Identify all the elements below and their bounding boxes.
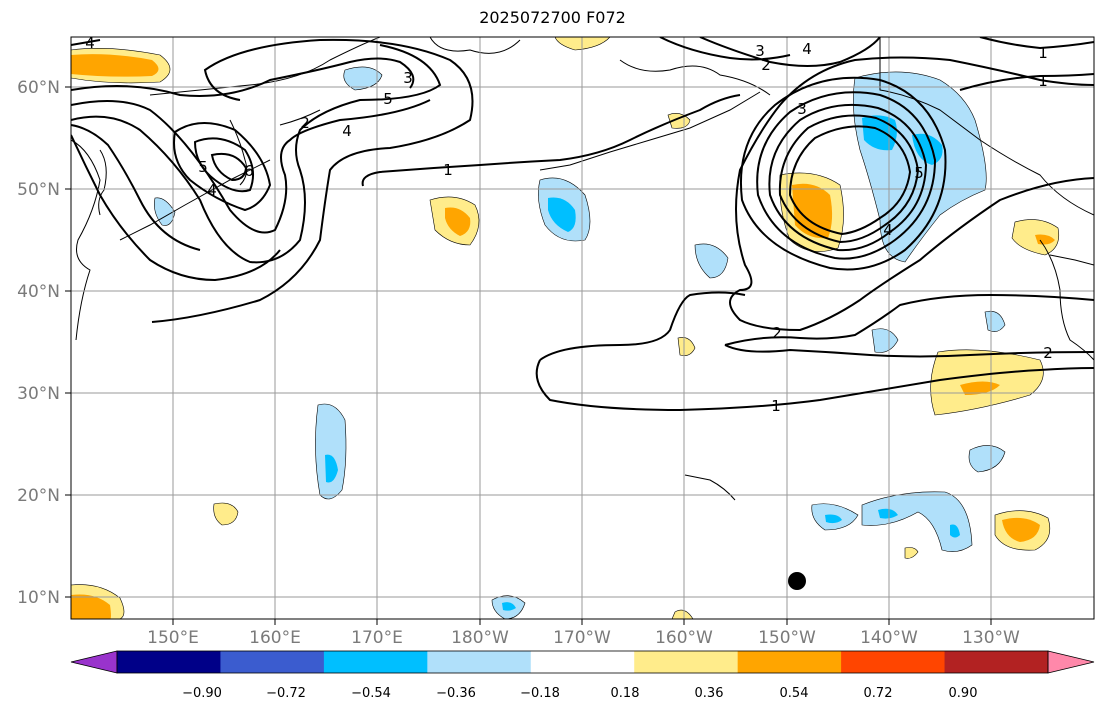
colorbar-segment bbox=[841, 651, 946, 673]
longitude-labels: 150°E 160°E 170°E 180°W 170°W 160°W 150°… bbox=[147, 628, 1020, 648]
axis-ticks bbox=[65, 86, 992, 625]
contour-label: 2 bbox=[772, 324, 782, 342]
lat-label: 40°N bbox=[17, 282, 60, 302]
shaded-fields bbox=[71, 37, 1059, 619]
storm-marker-icon bbox=[788, 572, 806, 590]
lon-label: 160°E bbox=[249, 628, 301, 648]
colorbar-segment bbox=[530, 651, 635, 673]
colorbar-segment bbox=[944, 651, 1049, 673]
colorbar bbox=[70, 650, 1095, 674]
colorbar-labels: −0.90 −0.72 −0.54 −0.36 −0.18 0.18 0.36 … bbox=[182, 686, 977, 701]
contour-label: 1 bbox=[443, 161, 453, 179]
contour-label: 4 bbox=[85, 34, 95, 52]
gridlines bbox=[71, 37, 1094, 619]
contour-label: 1 bbox=[771, 397, 781, 415]
lat-label: 60°N bbox=[17, 78, 60, 98]
colorbar-label: −0.72 bbox=[266, 686, 306, 701]
colorbar-extend-min bbox=[70, 650, 118, 674]
colorbar-label: 0.36 bbox=[695, 686, 724, 701]
contour-label: 2 bbox=[761, 56, 771, 74]
colorbar-label: −0.54 bbox=[351, 686, 391, 701]
contour-lines bbox=[71, 37, 1094, 412]
contour-label: 5 bbox=[383, 90, 393, 108]
lat-label: 10°N bbox=[17, 588, 60, 608]
lon-label: 150°E bbox=[147, 628, 199, 648]
contour-label: 4 bbox=[802, 40, 812, 58]
colorbar-label: 0.18 bbox=[611, 686, 640, 701]
lat-label: 50°N bbox=[17, 180, 60, 200]
contour-labels: 4 3 2 1 5 4 5 4 6 1 3 4 3 5 2 4 2 1 2 1 bbox=[85, 34, 1053, 415]
contour-label: 4 bbox=[342, 122, 352, 140]
lon-label: 180°W bbox=[451, 628, 509, 648]
lon-label: 150°W bbox=[758, 628, 816, 648]
colorbar-label: −0.36 bbox=[436, 686, 476, 701]
contour-label: 6 bbox=[244, 162, 254, 180]
contour-label: 4 bbox=[883, 221, 893, 239]
lon-label: 170°E bbox=[351, 628, 403, 648]
lon-label: 130°W bbox=[962, 628, 1020, 648]
colorbar-extend-max bbox=[1047, 650, 1095, 674]
contour-label: 1 bbox=[1038, 44, 1048, 62]
contour-label: 2 bbox=[1043, 344, 1053, 362]
lat-label: 20°N bbox=[17, 486, 60, 506]
map-title: 2025072700 F072 bbox=[479, 8, 626, 27]
contour-label: 5 bbox=[198, 158, 208, 176]
colorbar-outline bbox=[116, 650, 1049, 674]
colorbar-label: −0.90 bbox=[182, 686, 222, 701]
lon-label: 170°W bbox=[553, 628, 611, 648]
contour-label: 5 bbox=[914, 164, 924, 182]
contour-label: 1 bbox=[1038, 72, 1048, 90]
contour-label: 3 bbox=[755, 42, 765, 60]
colorbar-segment bbox=[427, 651, 532, 673]
colorbar-segment bbox=[634, 651, 739, 673]
contour-label: 3 bbox=[403, 69, 413, 87]
colorbar-segment bbox=[220, 651, 325, 673]
contour-label: 4 bbox=[207, 181, 217, 199]
colorbar-label: −0.18 bbox=[520, 686, 560, 701]
contour-label: 2 bbox=[300, 114, 310, 132]
lon-label: 140°W bbox=[860, 628, 918, 648]
colorbar-segment bbox=[737, 651, 842, 673]
latitude-labels: 60°N 50°N 40°N 30°N 20°N 10°N bbox=[17, 78, 60, 608]
colorbar-segment bbox=[323, 651, 428, 673]
colorbar-label: 0.54 bbox=[780, 686, 809, 701]
lon-label: 160°W bbox=[655, 628, 713, 648]
contour-label: 3 bbox=[797, 100, 807, 118]
colorbar-label: 0.90 bbox=[949, 686, 978, 701]
lat-label: 30°N bbox=[17, 384, 60, 404]
colorbar-segment bbox=[117, 651, 221, 673]
colorbar-label: 0.72 bbox=[864, 686, 893, 701]
